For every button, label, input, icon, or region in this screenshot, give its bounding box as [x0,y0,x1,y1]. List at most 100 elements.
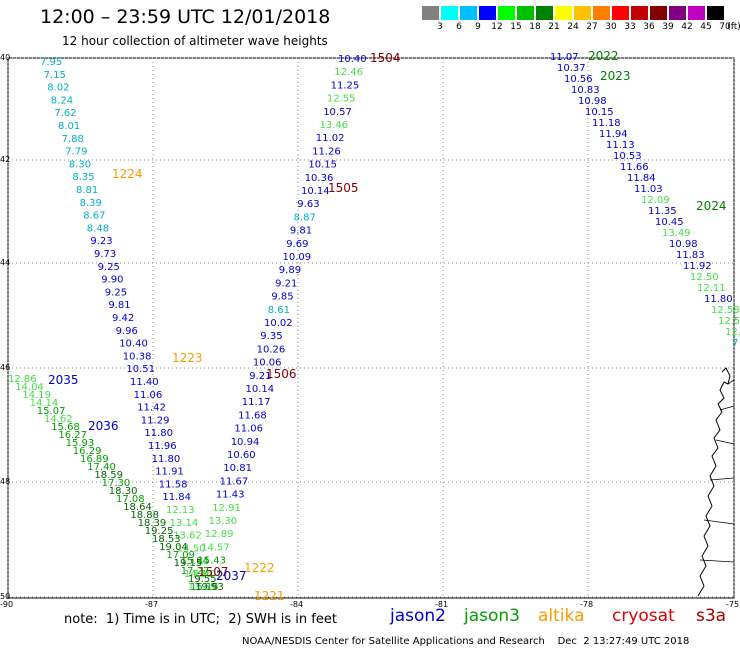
wave-height-value: 14.62 [44,414,73,425]
wave-height-value: 8.01 [58,121,80,132]
colorbar-label: 9 [475,22,481,32]
time-label: 2036 [88,419,119,433]
colorbar-label: 39 [662,22,674,32]
lat-label: 40 [0,53,11,62]
wave-height-value: 11.03 [634,184,663,195]
wave-height-value: 10.40 [119,339,148,350]
wave-height-value: 7.62 [54,108,76,119]
wave-height-value: 14.07 [194,569,223,580]
colorbar-swatch [669,6,686,20]
wave-height-value: 13.55 [188,582,217,593]
wave-height-value: 9.25 [98,262,120,273]
time-label: 1223 [172,351,203,365]
wave-height-value: 10.15 [585,107,614,118]
wave-height-value: 10.26 [257,344,286,355]
wave-height-value: 11.66 [620,162,649,173]
wave-height-value: 10.15 [308,160,337,171]
wave-height-value: 10.51 [126,364,155,375]
wave-height-value: 18.53 [152,534,181,545]
wave-height-value: 11.18 [592,118,621,129]
map-frame [7,57,735,599]
wave-height-value: 8.61 [268,305,290,316]
wave-height-value: 15.68 [51,422,80,433]
wave-height-value: 8.30 [69,159,91,170]
wave-height-value: 12.13 [166,505,195,516]
colorbar-label: 15 [510,22,522,32]
colorbar-label: 70 [719,22,731,32]
wave-height-value: 18.30 [109,486,138,497]
wave-height-value: 14.57 [201,542,230,553]
time-label: 1504 [370,51,401,65]
wave-height-value: 10.98 [669,239,698,250]
wave-height-value: 19.04 [159,542,188,553]
colorbar-swatch [441,6,458,20]
wave-height-value: 8.81 [76,185,98,196]
wave-height-value: 11.94 [599,129,628,140]
wave-height-value: 13.49 [662,228,691,239]
legend-altika: altika [538,606,585,626]
wave-height-value: 9.90 [101,275,123,286]
wave-height-value: 7.95 [40,57,62,68]
wave-height-value: 16.89 [80,454,109,465]
wave-height-value: 10.53 [613,151,642,162]
wave-height-value: 10.94 [231,437,260,448]
colorbar-swatch [498,6,515,20]
wave-height-value: 10.38 [123,351,152,362]
wave-height-value: 11.80 [152,454,181,465]
wave-height-value: 10.14 [246,384,275,395]
credit-line: NOAA/NESDIS Center for Satellite Applica… [242,636,690,647]
time-label: 1221 [254,589,285,603]
wave-height-value: 9.85 [271,292,293,303]
wave-height-value: 11.06 [234,424,263,435]
wave-height-value: 12.09 [641,195,670,206]
colorbar-swatch [555,6,572,20]
wave-height-value: 10.83 [571,85,600,96]
lat-label: 50 [0,592,11,601]
wave-height-value: 12.46 [334,67,363,78]
wave-height-value: 11.06 [134,390,163,401]
wave-height-value: 11.68 [238,410,267,421]
wave-height-value: 10.45 [655,217,684,228]
time-label: 2037 [216,569,247,583]
legend-s3a: s3a [696,606,727,626]
colorbar-swatch [631,6,648,20]
wave-height-value: 19.55 [188,574,217,585]
wave-height-value: 10.60 [227,450,256,461]
wave-height-value: 9.69 [286,239,308,250]
wave-height-value: 10.14 [301,186,330,197]
wave-height-value: 11.84 [627,173,656,184]
wave-height-value: 12. [725,327,740,338]
wave-height-value: 11.40 [130,377,159,388]
wave-height-value: 17.27 [181,566,210,577]
wave-height-value: 11.13 [606,140,635,151]
colorbar-swatch [422,6,439,20]
coastline [697,367,735,597]
lat-lon-grid [7,57,735,598]
time-label: 1507 [198,565,229,579]
wave-height-value: 9.73 [94,249,116,260]
wave-height-value: 11.80 [144,428,173,439]
colorbar-label: 30 [605,22,617,32]
colorbar-label: 24 [567,22,579,32]
wave-height-value: 11.83 [676,250,705,261]
wave-height-value: 18.59 [94,470,123,481]
wave-height-value: 8.48 [87,223,109,234]
wave-height-value: 16.27 [58,430,87,441]
colorbar-label: 21 [548,22,560,32]
wave-height-value: 11.43 [216,490,245,501]
wave-height-value: 12.11 [697,283,726,294]
wave-height-value: 13.14 [170,518,199,529]
wave-height-value: 11.84 [162,492,191,503]
wave-height-value: 14.04 [15,382,44,393]
wave-height-value: 12.55 [327,94,356,105]
time-label: 1222 [244,561,275,575]
colorbar-swatch [593,6,610,20]
wave-height-value: 11.02 [316,133,345,144]
wave-height-value: 8.39 [80,198,102,209]
wave-height-value: 9.96 [116,326,138,337]
satellite-tracks: 7.95 7.15 8.028.24 7.62 8.01 7.88 7.798.30 8.35… [8,49,740,603]
lat-label: 46 [0,363,11,372]
wave-height-value: 14.19 [22,390,51,401]
wave-height-value: 12.50 [690,272,719,283]
lon-label: -75 [726,600,740,609]
